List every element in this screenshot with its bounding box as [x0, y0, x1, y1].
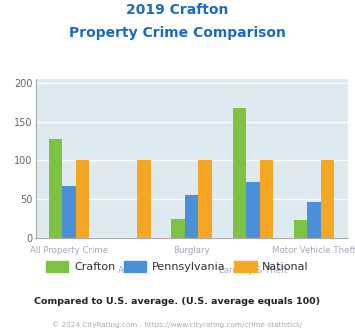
- Text: Burglary: Burglary: [173, 246, 210, 254]
- Text: Compared to U.S. average. (U.S. average equals 100): Compared to U.S. average. (U.S. average …: [34, 297, 321, 306]
- Text: 2019 Crafton: 2019 Crafton: [126, 3, 229, 17]
- Bar: [137, 160, 151, 238]
- Text: All Property Crime: All Property Crime: [30, 246, 108, 254]
- Text: Property Crime Comparison: Property Crime Comparison: [69, 26, 286, 40]
- Text: © 2024 CityRating.com - https://www.cityrating.com/crime-statistics/: © 2024 CityRating.com - https://www.city…: [53, 322, 302, 328]
- Text: Motor Vehicle Theft: Motor Vehicle Theft: [272, 246, 355, 254]
- Bar: [233, 108, 246, 238]
- Bar: [246, 182, 260, 238]
- Legend: Crafton, Pennsylvania, National: Crafton, Pennsylvania, National: [42, 257, 313, 277]
- Bar: [62, 186, 76, 238]
- Bar: [49, 139, 62, 238]
- Text: Larceny & Theft: Larceny & Theft: [219, 266, 287, 275]
- Text: Arson: Arson: [118, 266, 143, 275]
- Bar: [321, 160, 334, 238]
- Bar: [294, 220, 307, 238]
- Bar: [171, 219, 185, 238]
- Bar: [260, 160, 273, 238]
- Bar: [198, 160, 212, 238]
- Bar: [307, 202, 321, 238]
- Bar: [185, 195, 198, 238]
- Bar: [76, 160, 89, 238]
